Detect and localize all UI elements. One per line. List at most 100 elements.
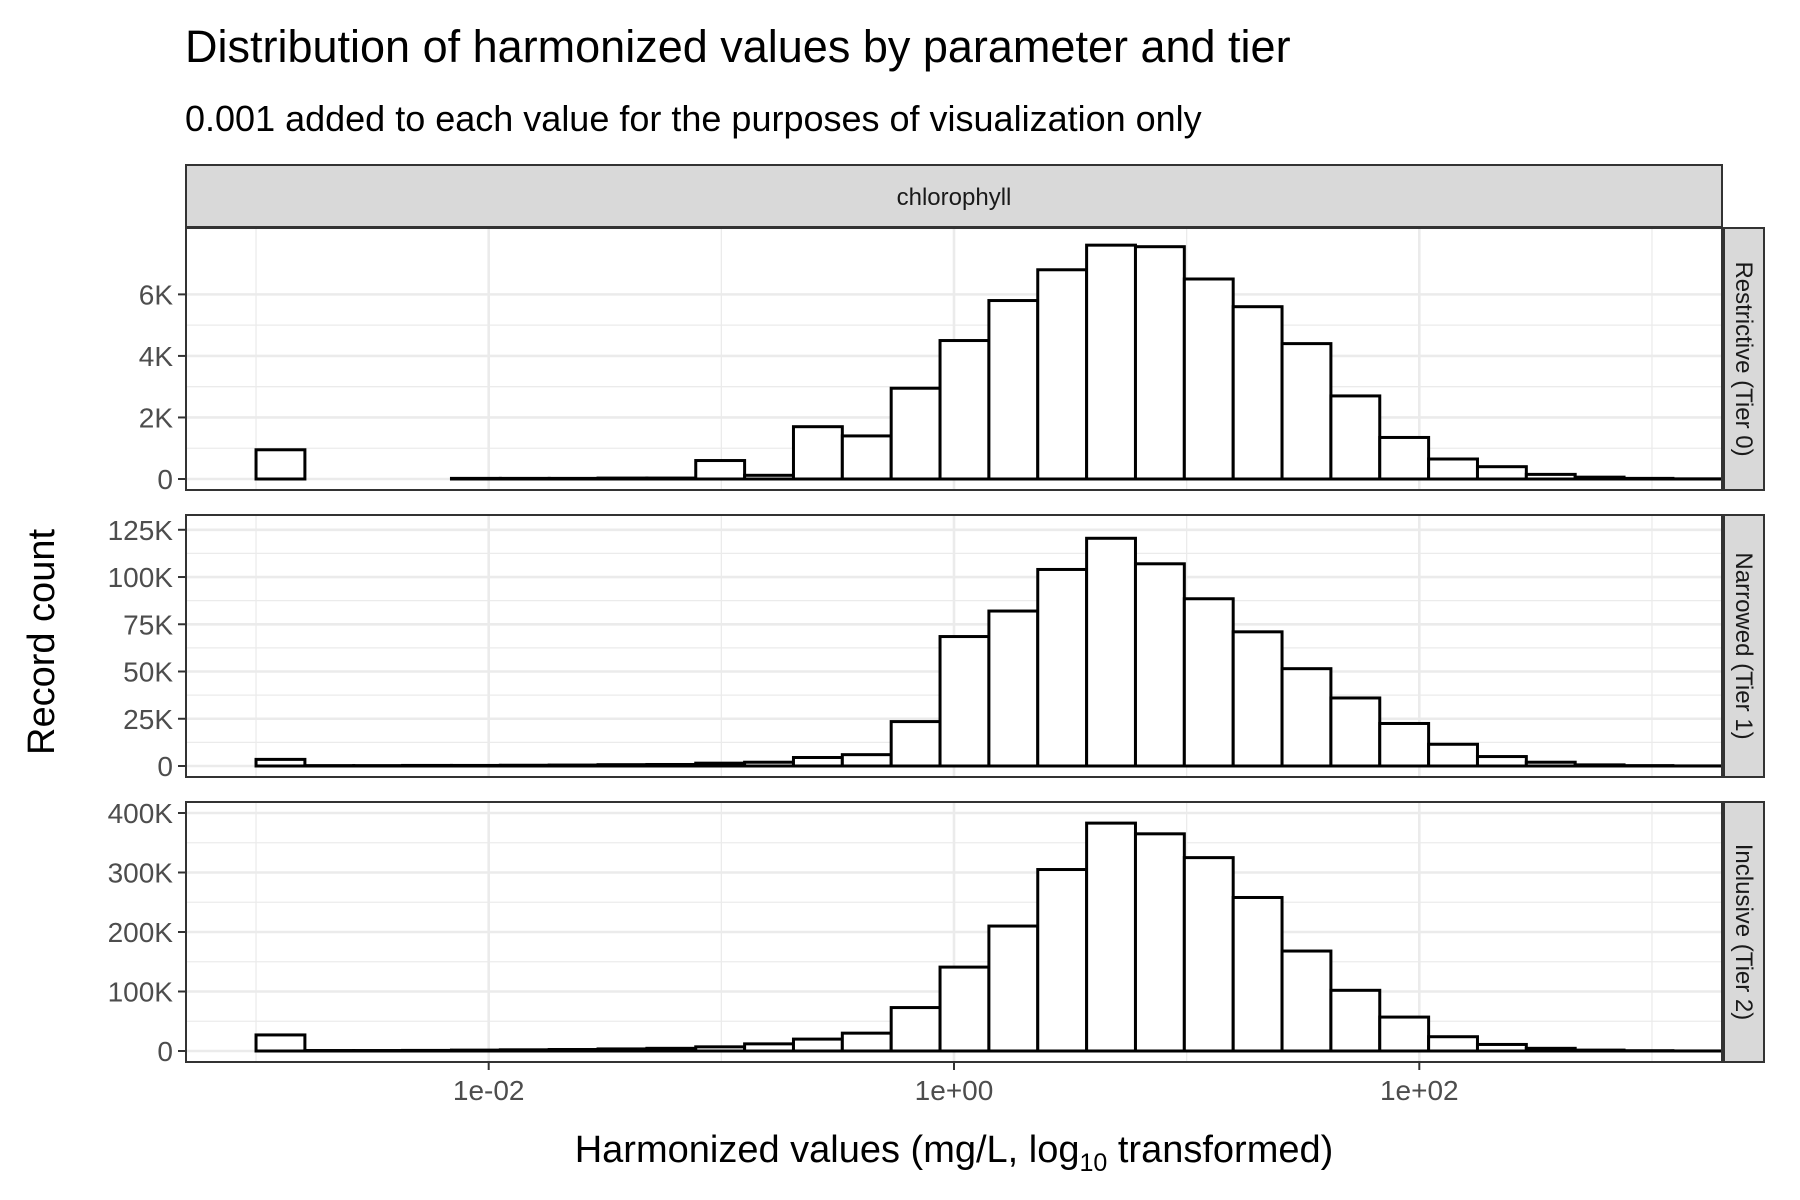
histogram-bar [254,448,307,481]
histogram-bar [694,761,747,768]
histogram-bar [1036,268,1089,481]
histogram-bar [1036,567,1089,768]
histogram-bar [1475,1042,1528,1053]
histogram-bar [889,386,942,481]
histogram-bar [1622,476,1675,481]
x-axis-title-subscript: 10 [1080,1149,1108,1177]
x-axis-title-main: Harmonized values (mg/L, log [575,1129,1080,1171]
histogram-bar [1280,342,1333,481]
histogram-bar [547,1048,600,1053]
histogram-bar [254,757,307,768]
histogram-bar [938,965,991,1053]
histogram-bar [1182,277,1235,481]
histogram-bar [498,763,551,768]
histogram-bar [1573,1048,1626,1053]
histogram-bar [743,760,795,768]
histogram-bar [743,1042,795,1053]
histogram-bar [987,609,1040,768]
histogram-bar [547,476,600,481]
histogram-bar [254,1033,307,1053]
x-axis-title: Harmonized values (mg/L, log10 transform… [575,1129,1334,1177]
y-tick-label: 400K [108,798,174,829]
histogram-bar [938,339,991,481]
histogram-bar [1182,597,1235,768]
y-tick-label: 25K [123,704,173,735]
histogram-bar [596,476,649,481]
facet-strip-label: Inclusive (Tier 2) [1730,844,1757,1020]
y-axis-title: Record count [21,529,63,755]
histogram-bar [449,1048,502,1053]
y-tick-label: 4K [139,341,174,372]
histogram-bar [1427,1035,1479,1053]
y-tick-label: 50K [123,657,173,688]
panel-border [185,514,1723,778]
histogram-bar [596,1047,649,1053]
x-axis: 1e-02 1e+00 1e+02 [453,1062,1459,1106]
histogram-bar [645,476,698,481]
histogram-bar [1329,988,1382,1053]
histogram-bar [1280,949,1333,1053]
histogram-bar [596,763,649,768]
histogram-bar [1524,1046,1577,1053]
histogram-bar [938,635,991,768]
histogram-bar [694,459,747,481]
facet-strip-right [1723,801,1765,1063]
y-tick-label: 100K [108,562,174,593]
y-tick-label: 0 [157,751,173,782]
histogram-bar [401,763,453,768]
histogram-bar [1329,696,1382,768]
x-tick-label: 1e+02 [1380,1075,1459,1106]
x-axis-title-suffix: transformed) [1107,1129,1333,1171]
histogram-bar [498,1048,551,1053]
histogram-bar [743,473,795,481]
histogram-bar [498,476,551,481]
panel-border [185,227,1723,491]
histogram-bar [1280,667,1333,768]
histogram-bar [401,1048,453,1053]
histogram-bar [1133,832,1186,1053]
facet-strip-top [185,164,1723,228]
histogram-bar [1231,305,1284,481]
histogram-bar [1329,394,1382,481]
histogram-bar [889,720,942,768]
histogram-bar [449,476,502,481]
histogram-bar [791,1037,844,1053]
histogram-bar [1524,760,1577,768]
y-tick-label: 125K [108,515,174,546]
histogram-bar [645,762,698,768]
facet-strip-label: chlorophyll [897,184,1012,211]
histogram-bar [1524,472,1577,481]
histogram-bar [547,763,600,768]
facet-panel-2: 0 100K 200K 300K 400K Inclusive (Tier 2) [108,798,1765,1067]
y-tick-label: 300K [108,858,174,889]
chart-title: Distribution of harmonized values by par… [185,21,1291,72]
facet-strip-label: Narrowed (Tier 1) [1730,552,1757,739]
histogram-bar [1427,457,1479,481]
facet-panel-1: 0 25K 50K 75K 100K 125K Narrowed (Tier 1) [108,514,1765,782]
x-tick-label: 1e-02 [453,1075,525,1106]
histogram-bar [1573,763,1626,768]
histogram-bar [1475,465,1528,481]
histogram-bar [1231,630,1284,768]
histogram-bar [694,1045,747,1053]
histogram-bar [791,755,844,768]
y-tick-label: 2K [139,402,174,433]
y-tick-label: 0 [157,1036,173,1067]
histogram-bar [1378,435,1431,481]
histogram-bar [840,753,893,768]
histogram-bar [1378,721,1431,768]
histogram-bar [1085,821,1137,1053]
histogram-bar [1378,1015,1431,1053]
y-tick-label: 0 [157,464,173,495]
panels-group: 0 2K 4K 6K Restrictive (Tier 0) 0 25K 50K 75K 100… [108,227,1765,1067]
histogram-bar [1085,243,1137,481]
x-tick-label: 1e+00 [915,1075,994,1106]
facet-strip-label: Restrictive (Tier 0) [1730,261,1757,456]
histogram-bar [1036,868,1089,1053]
y-tick-label: 100K [108,977,174,1008]
y-tick-label: 6K [139,279,174,310]
histogram-bar [645,1046,698,1053]
facet-panel-0: 0 2K 4K 6K Restrictive (Tier 0) [139,227,1765,495]
histogram-bar [1573,475,1626,481]
